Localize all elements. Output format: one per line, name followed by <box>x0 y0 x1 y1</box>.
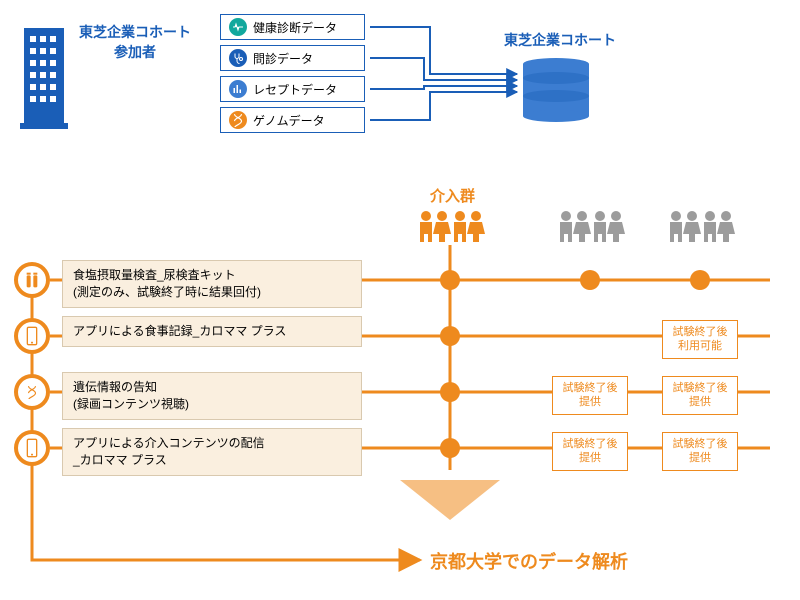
salt-icon <box>14 262 50 298</box>
intervention-box: アプリによる介入コンテンツの配信 _カロママ プラス <box>62 428 362 476</box>
heartbeat-icon <box>229 18 247 36</box>
data-source-box: レセプトデータ <box>220 76 365 102</box>
data-source-box: 問診データ <box>220 45 365 71</box>
note-box: 試験終了後 提供 <box>552 376 628 415</box>
intervention-box: アプリによる食事記録_カロママ プラス <box>62 316 362 347</box>
data-source-label: ゲノムデータ <box>253 112 325 129</box>
phone-icon <box>14 318 50 354</box>
data-source-label: 問診データ <box>253 50 313 67</box>
note-box: 試験終了後 提供 <box>662 376 738 415</box>
data-source-box: ゲノムデータ <box>220 107 365 133</box>
note-box: 試験終了後 利用可能 <box>662 320 738 359</box>
chart-icon <box>229 80 247 98</box>
data-source-label: 健康診断データ <box>253 19 337 36</box>
note-box: 試験終了後 提供 <box>662 432 738 471</box>
intervention-box: 遺伝情報の告知 (録画コンテンツ視聴) <box>62 372 362 420</box>
intervention-group-label: 介入群 <box>430 185 475 206</box>
data-source-box: 健康診断データ <box>220 14 365 40</box>
stethoscope-icon <box>229 49 247 67</box>
participant-label: 東芝企業コホート 参加者 <box>70 22 200 62</box>
note-box: 試験終了後 提供 <box>552 432 628 471</box>
dna-icon <box>14 374 50 410</box>
cohort-label: 東芝企業コホート <box>490 30 630 50</box>
intervention-box: 食塩摂取量検査_尿検査キット (測定のみ、試験終了時に結果回付) <box>62 260 362 308</box>
analysis-label: 京都大学でのデータ解析 <box>430 548 628 574</box>
data-source-label: レセプトデータ <box>253 81 337 98</box>
phone-icon <box>14 430 50 466</box>
dna-icon <box>229 111 247 129</box>
